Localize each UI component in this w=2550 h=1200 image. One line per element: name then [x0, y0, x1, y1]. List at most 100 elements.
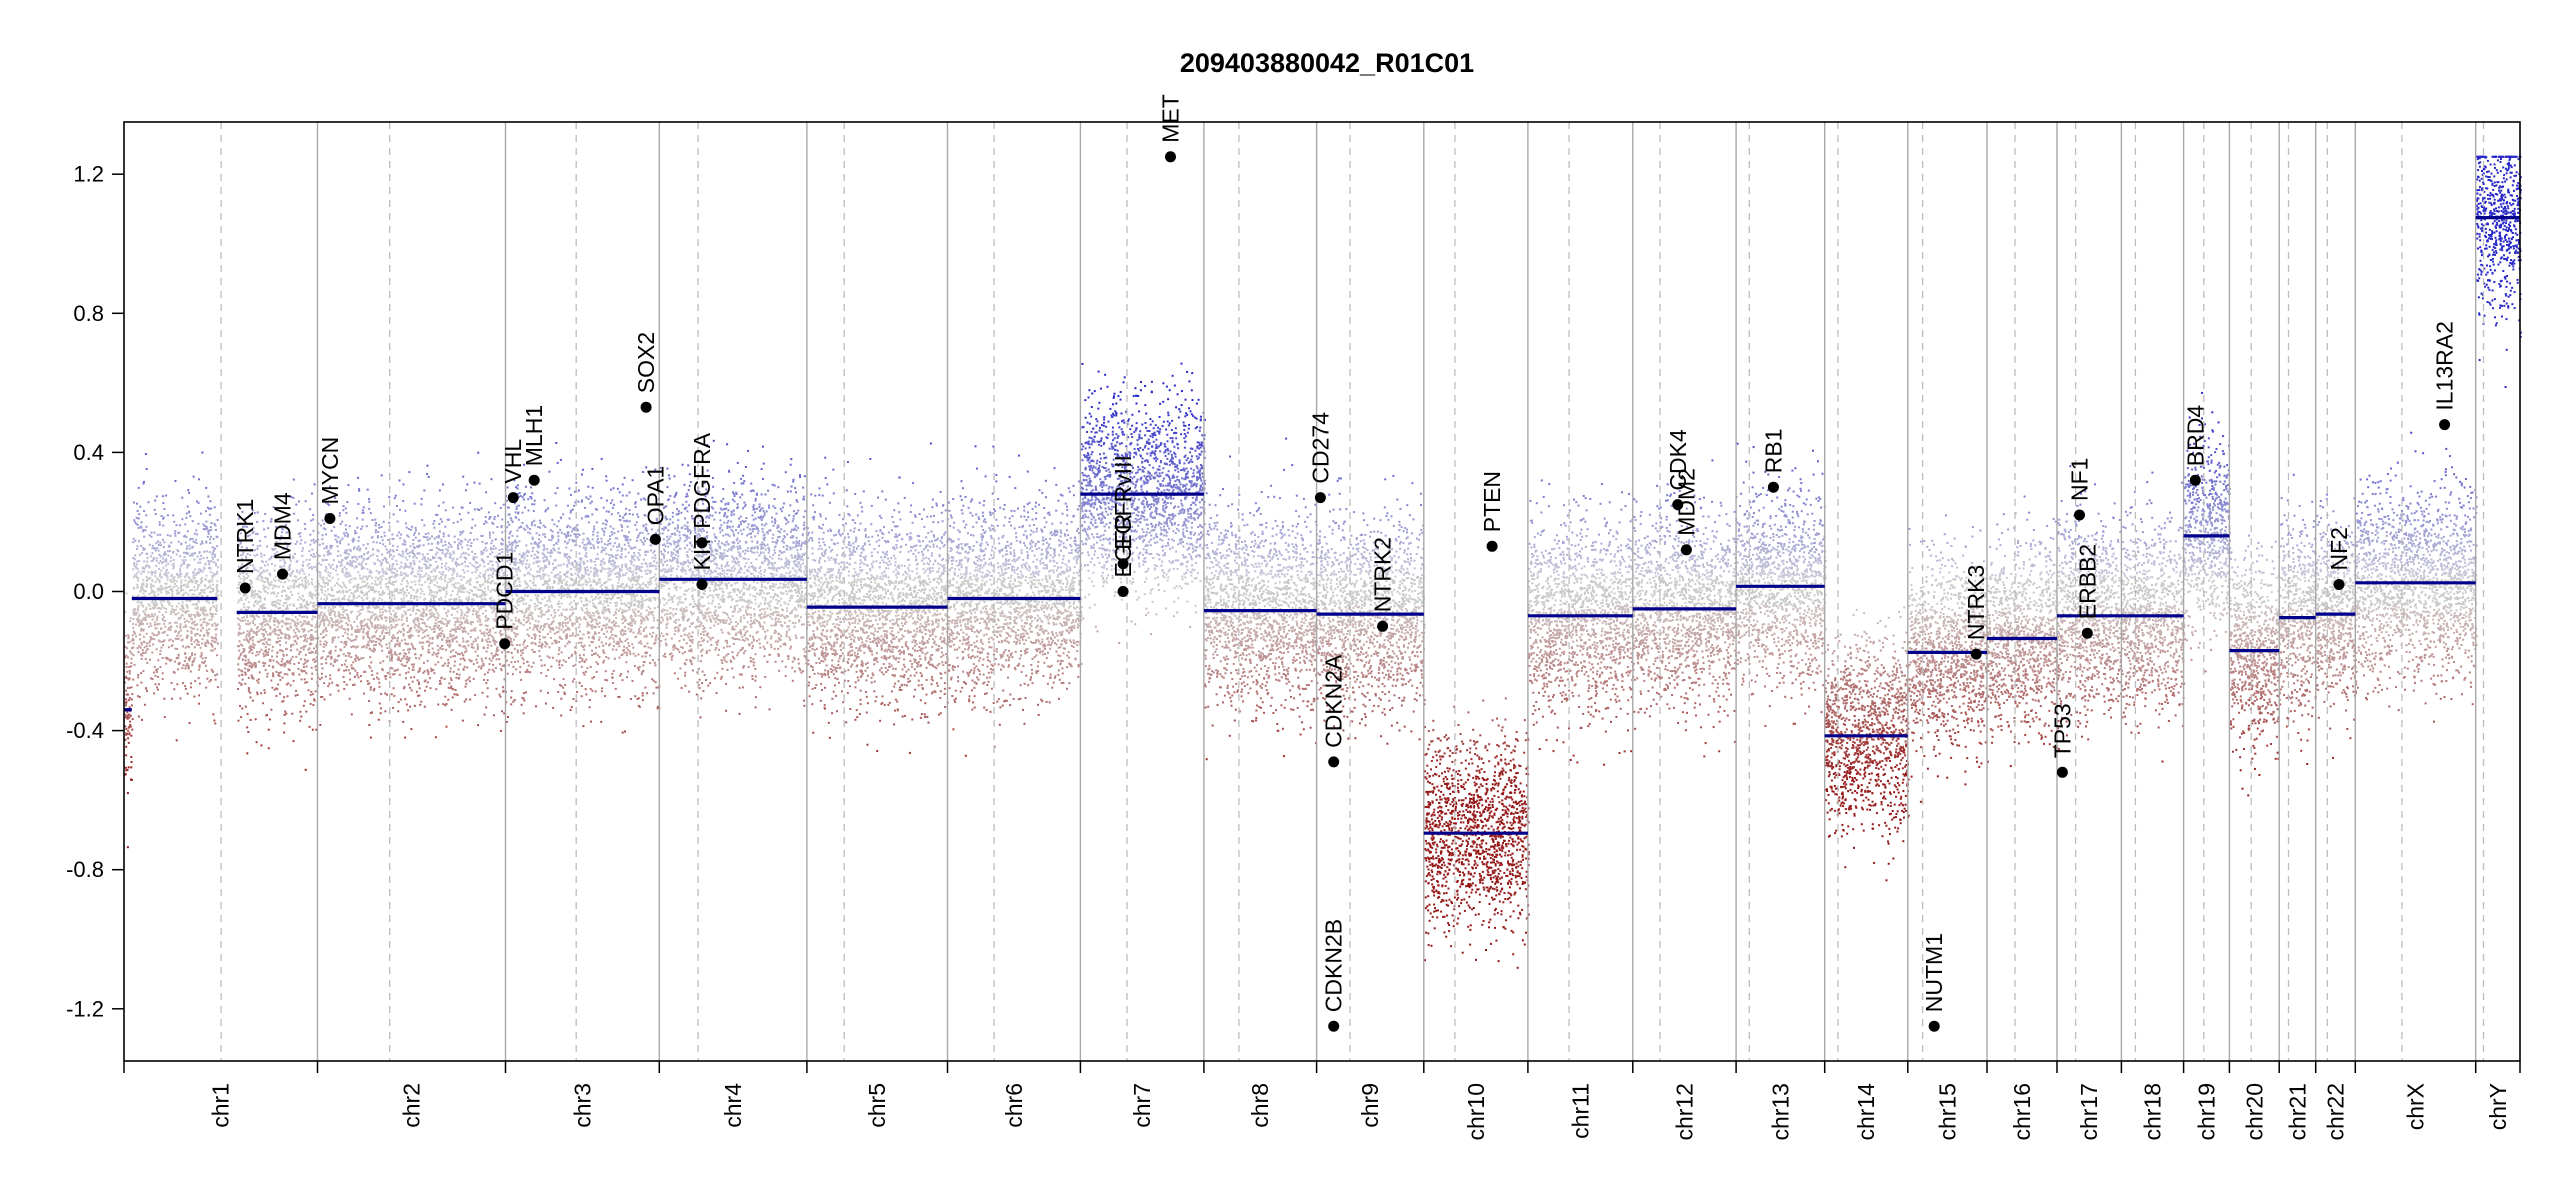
probe-point — [394, 612, 397, 615]
probe-point — [290, 619, 293, 621]
probe-point — [310, 666, 313, 669]
probe-point — [336, 555, 339, 557]
probe-point — [446, 665, 449, 667]
probe-point — [243, 648, 246, 651]
probe-point — [360, 680, 362, 683]
probe-point — [404, 611, 407, 614]
probe-point — [256, 627, 258, 630]
probe-point — [285, 641, 287, 644]
probe-point — [164, 625, 167, 628]
probe-point — [333, 658, 336, 661]
probe-point — [483, 631, 486, 634]
probe-point — [407, 582, 409, 585]
probe-point — [216, 686, 219, 689]
probe-point — [368, 665, 371, 668]
probe-point — [211, 613, 214, 615]
probe-point — [376, 555, 379, 558]
probe-point — [390, 600, 393, 602]
probe-point — [171, 697, 174, 700]
probe-point — [315, 592, 318, 595]
probe-point — [207, 580, 210, 583]
probe-point — [458, 600, 461, 603]
probe-point — [127, 637, 130, 640]
probe-point — [194, 582, 197, 585]
probe-point — [396, 668, 399, 671]
probe-point — [207, 532, 210, 535]
probe-point — [302, 569, 305, 572]
probe-point — [348, 573, 351, 576]
probe-point — [441, 552, 444, 555]
probe-point — [170, 574, 173, 577]
probe-point — [245, 664, 248, 666]
probe-point — [324, 675, 327, 678]
probe-point — [406, 534, 409, 537]
probe-point — [203, 617, 206, 620]
probe-point — [337, 550, 340, 553]
probe-point — [293, 586, 296, 589]
probe-point — [501, 551, 504, 554]
probe-point — [309, 508, 312, 511]
probe-point — [482, 606, 485, 608]
probe-point — [502, 503, 505, 506]
probe-point — [245, 546, 248, 549]
probe-point — [327, 582, 329, 585]
probe-point — [146, 552, 149, 555]
probe-point — [446, 644, 449, 647]
probe-point — [401, 624, 404, 627]
probe-point — [354, 532, 357, 535]
probe-point — [476, 654, 479, 657]
probe-point — [447, 658, 450, 661]
probe-point — [242, 593, 245, 596]
probe-point — [373, 647, 376, 650]
probe-point — [413, 663, 415, 666]
probe-point — [406, 655, 409, 658]
probe-point — [332, 559, 335, 562]
probe-point — [434, 569, 436, 572]
probe-point — [396, 643, 399, 646]
probe-point — [209, 679, 212, 681]
probe-point — [393, 576, 396, 579]
probe-point — [338, 668, 341, 671]
probe-point — [380, 707, 382, 710]
probe-point — [363, 557, 366, 560]
probe-point — [457, 591, 460, 594]
probe-point — [420, 567, 423, 570]
probe-point — [498, 693, 501, 696]
probe-point — [471, 601, 474, 603]
probe-point — [293, 512, 296, 515]
probe-point — [438, 624, 440, 627]
probe-point — [147, 501, 150, 504]
probe-point — [498, 583, 501, 586]
probe-point — [238, 674, 241, 677]
probe-point — [490, 580, 493, 583]
probe-point — [307, 630, 310, 633]
probe-point — [421, 637, 424, 640]
probe-point — [150, 589, 153, 592]
probe-point — [467, 599, 470, 602]
probe-point — [402, 590, 405, 593]
probe-point — [421, 590, 424, 593]
probe-point — [314, 609, 317, 612]
probe-point — [153, 591, 156, 593]
probe-point — [130, 665, 133, 668]
probe-point — [273, 584, 276, 587]
probe-point — [479, 623, 482, 626]
probe-point — [319, 571, 322, 574]
probe-point — [417, 570, 420, 573]
probe-point — [140, 601, 143, 604]
probe-point — [311, 548, 314, 551]
probe-point — [191, 589, 193, 591]
probe-point — [135, 522, 138, 525]
probe-point — [295, 642, 298, 645]
probe-point — [153, 607, 156, 610]
probe-point — [436, 626, 439, 629]
probe-point — [285, 648, 287, 651]
probe-point — [125, 592, 128, 595]
probe-point — [480, 593, 483, 596]
probe-point — [409, 561, 412, 564]
probe-point — [276, 688, 279, 691]
probe-point — [496, 647, 498, 650]
probe-point — [396, 520, 399, 523]
probe-point — [423, 621, 426, 624]
probe-point — [159, 640, 162, 643]
